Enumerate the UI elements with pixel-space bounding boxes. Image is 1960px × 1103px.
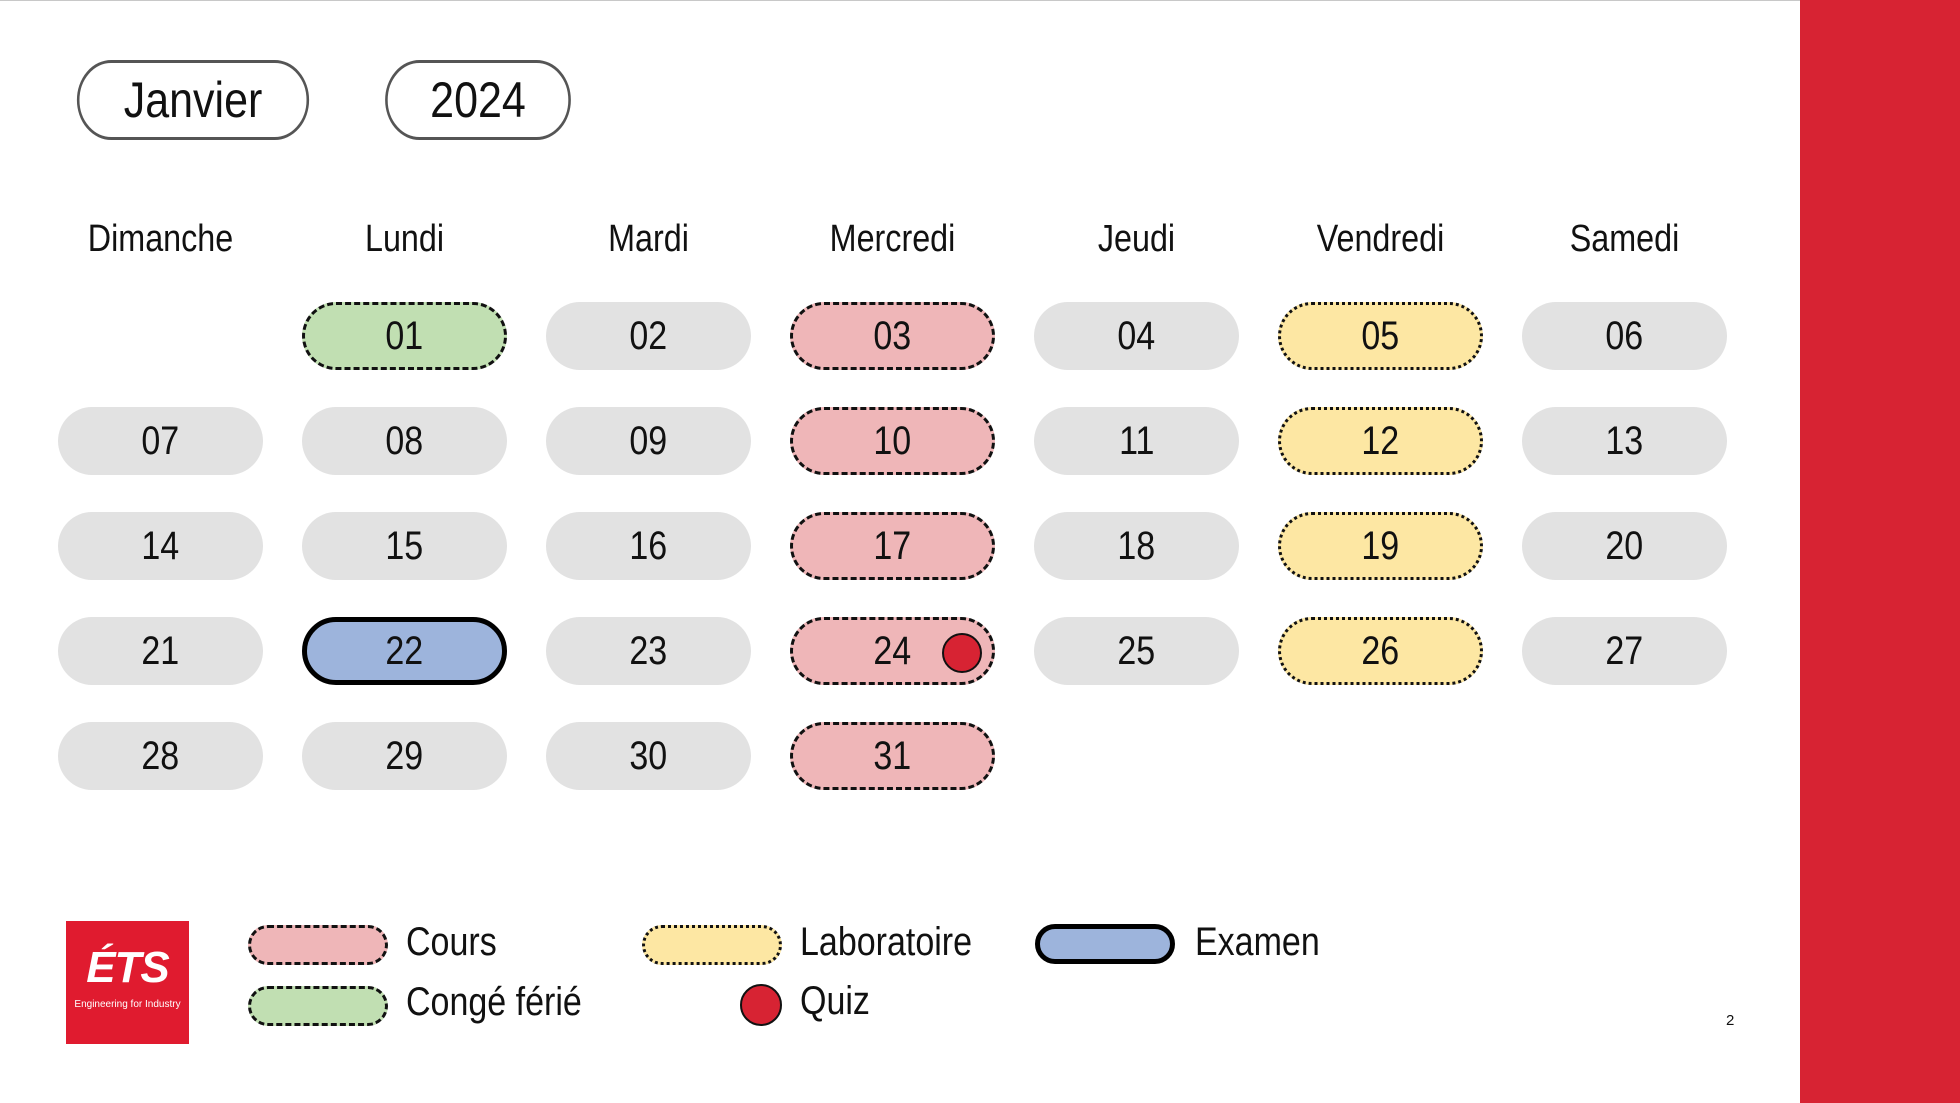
weekday-6: Samedi [1569, 218, 1680, 260]
day-cell[interactable]: 08 [302, 407, 507, 475]
day-number: 02 [629, 313, 668, 358]
day-cell[interactable]: 03 [790, 302, 995, 370]
day-cell[interactable]: 25 [1034, 617, 1239, 685]
day-cell[interactable]: 04 [1034, 302, 1239, 370]
legend-label-cours: Cours [406, 920, 497, 964]
day-cell[interactable]: 20 [1522, 512, 1727, 580]
day-cell[interactable]: 22 [302, 617, 507, 685]
day-number: 12 [1361, 418, 1400, 463]
day-cell[interactable]: 06 [1522, 302, 1727, 370]
day-number: 03 [873, 313, 912, 358]
day-cell[interactable]: 07 [58, 407, 263, 475]
quiz-marker-icon [942, 633, 982, 673]
day-cell[interactable]: 16 [546, 512, 751, 580]
weekday-1: Lundi [364, 218, 445, 260]
logo-wordmark: ÉTS [86, 943, 170, 992]
legend-label-holiday: Congé férié [406, 980, 582, 1024]
day-number: 23 [629, 628, 668, 673]
day-cell[interactable]: 24 [790, 617, 995, 685]
legend-label-exam: Examen [1195, 920, 1320, 964]
legend-swatch-holiday [248, 986, 388, 1026]
day-number: 30 [629, 733, 668, 778]
day-number: 22 [385, 628, 424, 673]
day-cell[interactable]: 12 [1278, 407, 1483, 475]
day-number: 16 [629, 523, 668, 568]
page-number: 2 [1726, 1012, 1735, 1029]
year-selector[interactable]: 2024 [385, 60, 571, 140]
day-cell[interactable]: 02 [546, 302, 751, 370]
day-number: 19 [1361, 523, 1400, 568]
day-cell[interactable]: 11 [1034, 407, 1239, 475]
day-cell[interactable]: 01 [302, 302, 507, 370]
day-number: 14 [141, 523, 180, 568]
legend-swatch-labo [642, 925, 782, 965]
year-label: 2024 [430, 72, 526, 128]
day-cell[interactable]: 10 [790, 407, 995, 475]
day-number: 09 [629, 418, 668, 463]
day-number: 06 [1605, 313, 1644, 358]
day-number: 05 [1361, 313, 1400, 358]
day-cell[interactable]: 15 [302, 512, 507, 580]
day-number: 13 [1605, 418, 1644, 463]
day-cell[interactable]: 30 [546, 722, 751, 790]
day-number: 08 [385, 418, 424, 463]
brand-sidebar [1800, 0, 1960, 1103]
day-cell[interactable]: 31 [790, 722, 995, 790]
day-cell[interactable]: 27 [1522, 617, 1727, 685]
legend-swatch-cours [248, 925, 388, 965]
day-cell[interactable]: 28 [58, 722, 263, 790]
legend-swatch-exam [1035, 924, 1175, 964]
day-cell[interactable]: 29 [302, 722, 507, 790]
day-number: 10 [873, 418, 912, 463]
day-number: 07 [141, 418, 180, 463]
day-number: 27 [1605, 628, 1644, 673]
day-number: 18 [1117, 523, 1156, 568]
month-label: Janvier [123, 72, 263, 128]
weekday-2: Mardi [608, 218, 689, 260]
day-number: 11 [1118, 418, 1155, 463]
day-cell[interactable]: 21 [58, 617, 263, 685]
day-cell[interactable]: 17 [790, 512, 995, 580]
logo-tagline: Engineering for Industry [74, 999, 181, 1010]
day-cell[interactable]: 18 [1034, 512, 1239, 580]
month-selector[interactable]: Janvier [76, 60, 310, 140]
day-number: 17 [873, 523, 912, 568]
day-number: 31 [873, 733, 912, 778]
weekday-0: Dimanche [87, 218, 234, 260]
weekday-3: Mercredi [829, 218, 956, 260]
day-number: 20 [1605, 523, 1644, 568]
day-number: 29 [385, 733, 424, 778]
day-number: 15 [385, 523, 424, 568]
ets-logo: ÉTS Engineering for Industry [66, 921, 189, 1044]
day-cell[interactable]: 09 [546, 407, 751, 475]
quiz-icon [740, 984, 782, 1026]
day-number: 21 [141, 628, 180, 673]
day-cell[interactable]: 26 [1278, 617, 1483, 685]
weekday-5: Vendredi [1316, 218, 1445, 260]
day-cell[interactable]: 23 [546, 617, 751, 685]
day-number: 26 [1361, 628, 1400, 673]
legend-label-labo: Laboratoire [800, 920, 973, 964]
day-cell[interactable]: 05 [1278, 302, 1483, 370]
day-number: 25 [1117, 628, 1156, 673]
day-cell[interactable]: 13 [1522, 407, 1727, 475]
day-cell[interactable]: 14 [58, 512, 263, 580]
day-number: 24 [873, 628, 912, 673]
day-number: 28 [141, 733, 180, 778]
top-divider [0, 0, 1800, 1]
day-number: 04 [1117, 313, 1156, 358]
day-number: 01 [385, 313, 424, 358]
legend-label-quiz: Quiz [800, 979, 870, 1023]
weekday-4: Jeudi [1097, 218, 1176, 260]
day-cell[interactable]: 19 [1278, 512, 1483, 580]
